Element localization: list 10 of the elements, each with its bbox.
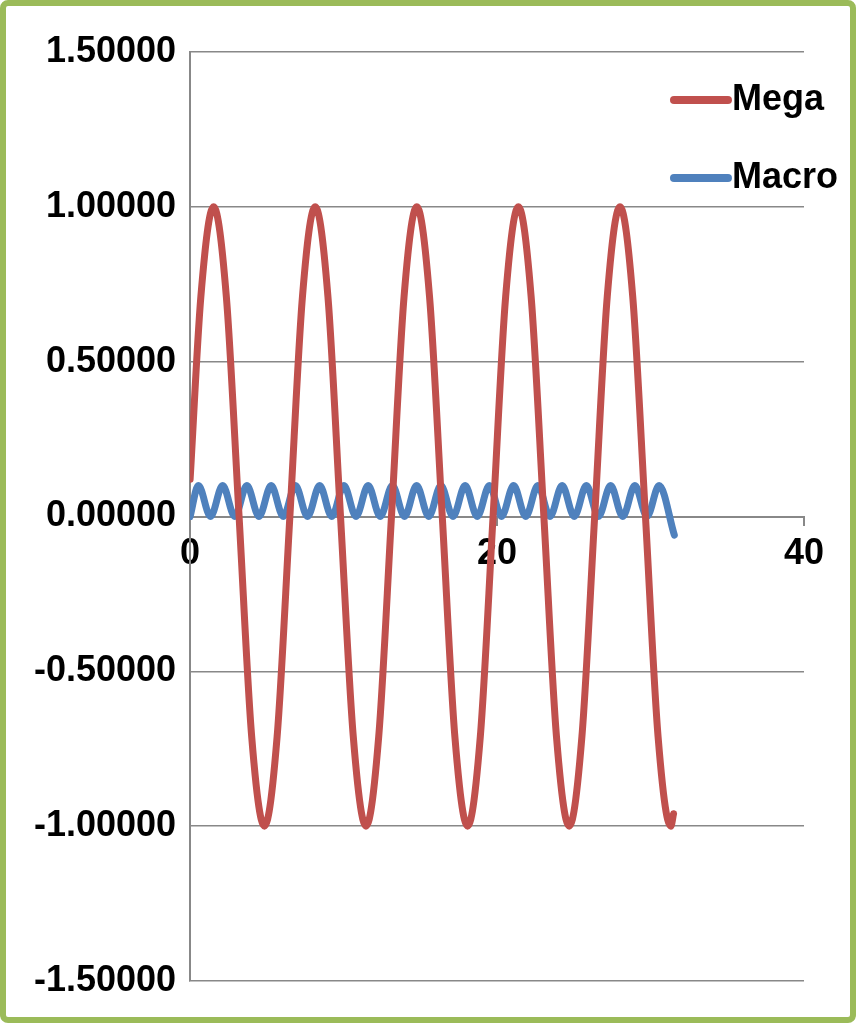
legend-label: Macro (731, 154, 838, 196)
y-tick-label: -1.50000 (33, 957, 177, 999)
y-tick-label: 1.50000 (45, 28, 177, 70)
y-tick-label: -1.00000 (33, 803, 177, 845)
x-tick-label: 40 (783, 531, 825, 573)
y-tick-label: 0.50000 (45, 338, 177, 380)
y-tick-label: 0.00000 (45, 493, 177, 535)
legend-label: Mega (731, 76, 825, 118)
y-tick-label: 1.00000 (45, 183, 177, 225)
y-tick-label: -0.50000 (33, 648, 177, 690)
